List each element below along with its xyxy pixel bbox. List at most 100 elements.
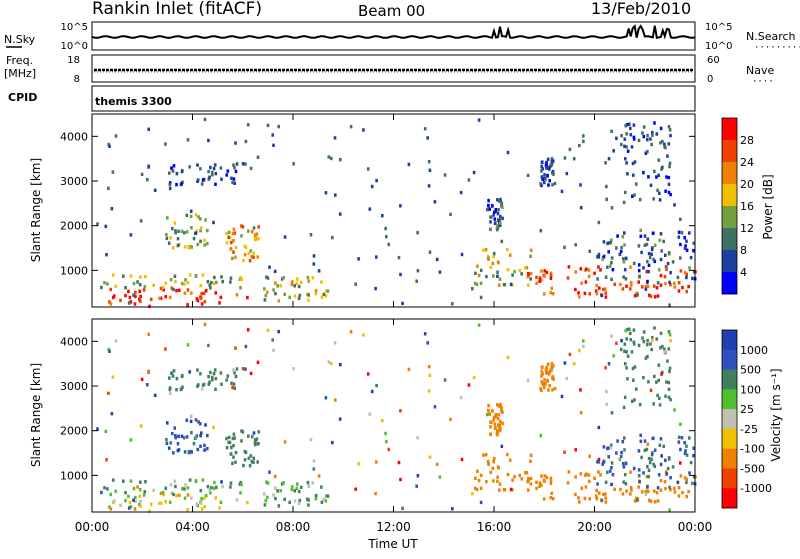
velocity-cell xyxy=(136,485,139,489)
power-cell xyxy=(122,274,125,278)
velocity-cell xyxy=(165,437,168,442)
power-cell xyxy=(610,129,613,133)
velocity-cell xyxy=(227,435,231,440)
power-cell xyxy=(368,207,372,211)
power-cell xyxy=(665,267,669,271)
velocity-cell xyxy=(629,331,632,336)
velocity-cell xyxy=(649,342,652,346)
nsearch-label: N.Search xyxy=(746,30,796,43)
power-y-ticks: 1000 2000 3000 4000 xyxy=(60,130,695,277)
power-cell xyxy=(691,276,694,281)
velocity-cell xyxy=(659,331,663,336)
velocity-cell xyxy=(545,475,549,480)
velocity-cell xyxy=(632,378,635,382)
velocity-cell xyxy=(563,361,567,365)
power-cell xyxy=(606,265,609,269)
velocity-cell xyxy=(607,362,611,366)
power-cell xyxy=(659,126,663,131)
velocity-cell xyxy=(644,489,647,494)
power-colorbar-frame xyxy=(721,117,738,295)
power-cell xyxy=(639,234,643,238)
power-cell xyxy=(659,283,663,287)
velocity-cell xyxy=(636,498,639,502)
range-tick-label: 1000 xyxy=(60,469,88,482)
velocity-cell xyxy=(164,500,167,504)
power-cell xyxy=(540,165,543,169)
power-cell xyxy=(247,251,251,255)
velocity-cell xyxy=(196,368,199,372)
power-cell xyxy=(624,157,627,161)
power-cell xyxy=(138,283,142,287)
power-cell xyxy=(688,231,691,235)
velocity-cell xyxy=(107,391,110,395)
velocity-cell xyxy=(314,497,318,501)
power-cell xyxy=(320,295,324,299)
power-cell xyxy=(610,261,613,265)
cpid-frame xyxy=(91,85,696,112)
power-cell xyxy=(622,260,626,264)
velocity-cell xyxy=(354,487,357,491)
power-cell xyxy=(295,281,299,285)
velocity-cell xyxy=(306,480,310,485)
time-tick-label: 12:00 xyxy=(376,520,411,534)
velocity-cell xyxy=(235,367,239,371)
velocity-cell xyxy=(544,368,548,372)
velocity-cell xyxy=(240,429,243,433)
velocity-cell xyxy=(637,474,641,478)
velocity-cell xyxy=(624,482,628,486)
velocity-cell xyxy=(550,364,554,368)
velocity-cell xyxy=(667,347,671,351)
power-colorbar-label: 20 xyxy=(740,178,754,191)
power-cell xyxy=(625,132,628,136)
power-cell xyxy=(235,293,239,297)
velocity-cell xyxy=(679,474,683,478)
power-cell xyxy=(214,182,217,186)
power-cell xyxy=(277,299,281,303)
velocity-cell xyxy=(545,365,548,370)
power-cell xyxy=(399,204,402,208)
velocity-cell xyxy=(672,486,676,491)
velocity-cell xyxy=(546,371,550,375)
velocity-cell xyxy=(186,508,189,512)
power-cell xyxy=(200,302,204,306)
velocity-cell xyxy=(553,386,557,391)
velocity-cell xyxy=(196,384,199,388)
power-cell xyxy=(225,241,229,245)
velocity-cell xyxy=(664,458,667,462)
velocity-cell xyxy=(676,480,680,485)
power-cell xyxy=(479,295,483,300)
velocity-cell xyxy=(578,348,581,353)
power-cell xyxy=(190,226,193,230)
velocity-cell xyxy=(473,486,477,491)
power-cell xyxy=(242,258,245,263)
power-cell xyxy=(229,276,233,280)
velocity-cell xyxy=(506,355,510,360)
velocity-cell xyxy=(239,480,242,485)
velocity-cell xyxy=(153,393,157,397)
power-cell xyxy=(183,245,187,249)
power-cell xyxy=(630,283,633,287)
power-cell xyxy=(646,284,650,289)
power-cell xyxy=(602,287,605,292)
power-cell xyxy=(279,284,282,288)
velocity-cell xyxy=(196,447,200,452)
power-cell xyxy=(518,268,521,273)
nave-label: Nave xyxy=(746,64,774,77)
power-cell xyxy=(134,290,137,295)
power-cell xyxy=(172,287,175,292)
velocity-cell xyxy=(501,421,504,426)
velocity-panel: 1000 2000 3000 4000 Slant Range [km] xyxy=(29,318,697,514)
power-cell xyxy=(604,275,608,279)
velocity-cell xyxy=(202,496,206,501)
velocity-cell xyxy=(623,436,626,440)
velocity-cell xyxy=(642,339,646,344)
power-cell xyxy=(683,271,687,275)
power-colorbar-segment xyxy=(722,250,737,273)
velocity-colorbar-segment xyxy=(722,488,737,509)
power-cell xyxy=(538,279,541,283)
power-cell xyxy=(547,183,550,187)
power-cell xyxy=(416,231,419,235)
power-cell xyxy=(484,248,488,252)
power-cell xyxy=(349,125,353,129)
power-cell xyxy=(588,249,591,253)
